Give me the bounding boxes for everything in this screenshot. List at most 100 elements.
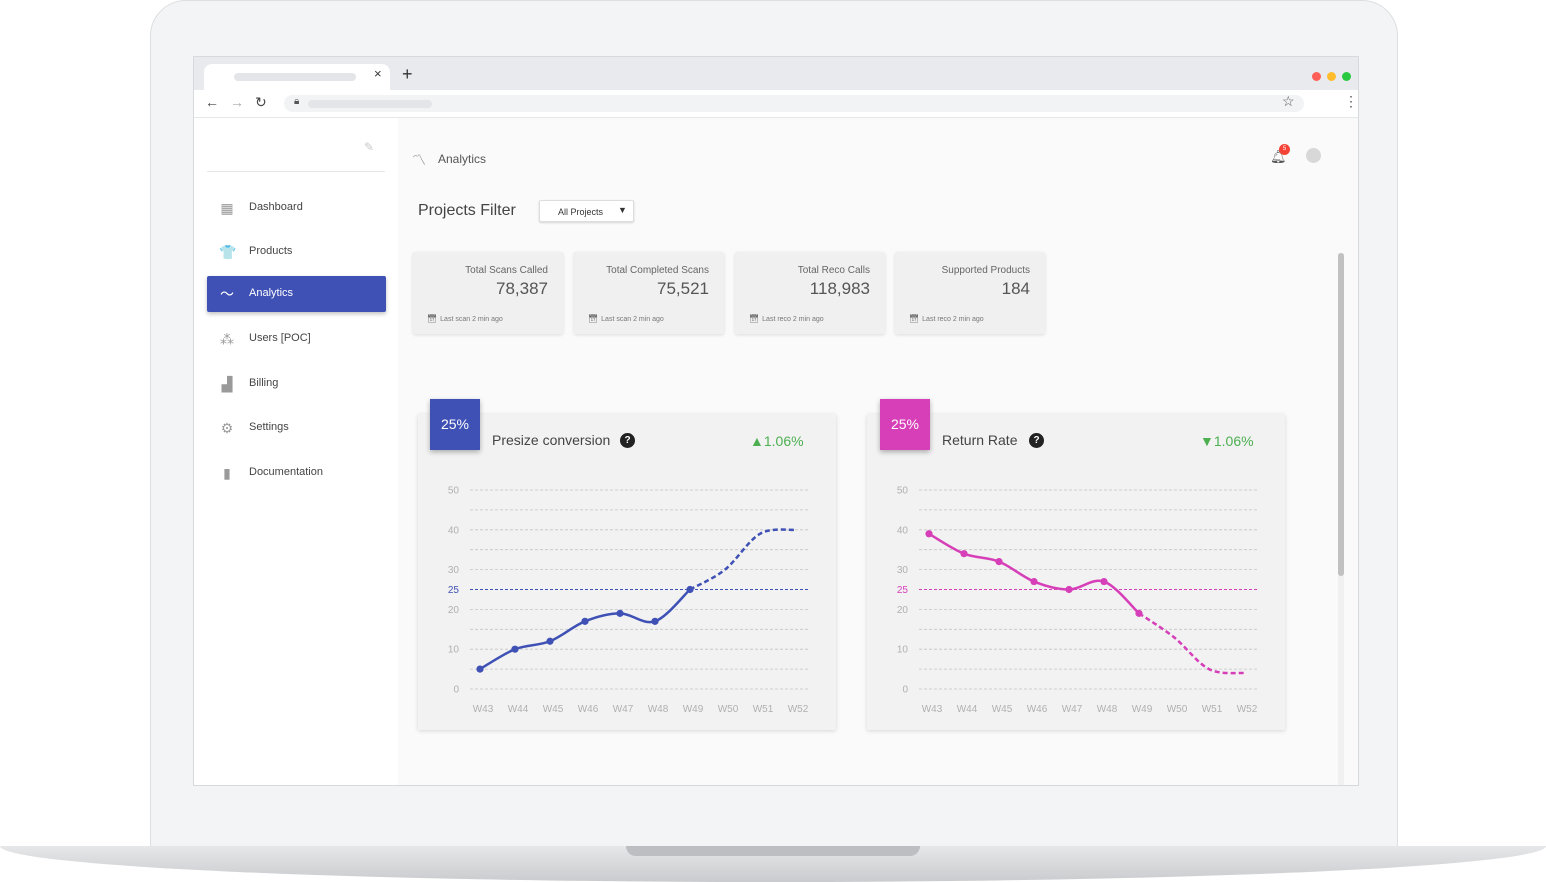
y-tick-label: 0 — [453, 685, 459, 696]
data-point[interactable] — [1065, 585, 1073, 594]
sidebar-item-label: Analytics — [249, 287, 294, 299]
x-tick-label: W48 — [1097, 704, 1118, 715]
data-point[interactable] — [1100, 577, 1108, 586]
data-point[interactable] — [1030, 577, 1038, 586]
forward-icon[interactable]: → — [230, 94, 244, 110]
calendar-icon: 📅︎ — [427, 314, 438, 323]
stat-title: Total Completed Scans — [606, 265, 709, 276]
bookmark-star-icon[interactable]: ☆ — [1282, 93, 1295, 109]
x-tick-label: W44 — [508, 704, 529, 715]
x-tick-label: W47 — [1062, 704, 1083, 715]
stat-value: 75,521 — [657, 279, 709, 298]
lock-icon: 🔒︎ — [294, 96, 300, 107]
trending-icon: 〽︎ — [412, 152, 426, 168]
x-tick-label: W49 — [1132, 704, 1153, 715]
sidebar-item-dashboard[interactable]: ▦ Dashboard — [207, 190, 386, 226]
sidebar-item-users-poc[interactable]: ⁂ Users [POC] — [207, 321, 386, 357]
x-tick-label: W46 — [1027, 704, 1048, 715]
url-placeholder — [308, 100, 432, 108]
new-tab-button[interactable]: + — [402, 64, 413, 84]
pencil-icon[interactable]: ✎ — [364, 140, 375, 154]
browser-tab[interactable]: × — [204, 64, 390, 90]
projects-filter-value: All Projects — [558, 207, 604, 217]
address-bar-row: ← → ↻ 🔒︎ ☆ ⋮ — [194, 90, 1358, 118]
sidebar-item-settings[interactable]: ⚙ Settings — [207, 410, 386, 446]
tab-title-placeholder — [234, 73, 356, 81]
stat-footer-text: Last reco 2 min ago — [762, 316, 824, 323]
y-tick-label: 50 — [448, 486, 460, 497]
stat-title: Total Reco Calls — [797, 265, 870, 276]
y-tick-label: 10 — [897, 645, 909, 656]
window-minimize-dot[interactable] — [1327, 72, 1336, 81]
sidebar-item-products[interactable]: 👕 Products — [207, 234, 386, 270]
sidebar-item-label: Settings — [249, 421, 289, 433]
window-maximize-dot[interactable] — [1342, 72, 1351, 81]
gear-icon: ⚙ — [220, 420, 234, 436]
x-tick-label: W51 — [1202, 704, 1223, 715]
stat-footer-text: Last scan 2 min ago — [601, 316, 664, 323]
chart-delta: ▼1.06% — [1200, 433, 1254, 449]
x-tick-label: W44 — [957, 704, 978, 715]
stat-card: Total Reco Calls 118,983 📅︎ Last reco 2 min… — [735, 252, 885, 334]
data-point[interactable] — [616, 609, 624, 617]
y-tick-label: 40 — [897, 525, 909, 536]
series-line-actual — [928, 532, 1140, 615]
users-icon: ⁂ — [220, 331, 234, 347]
data-point[interactable] — [546, 637, 554, 645]
x-tick-label: W50 — [718, 704, 739, 715]
stat-footer: 📅︎ Last scan 2 min ago — [588, 314, 664, 323]
data-point[interactable] — [581, 617, 589, 625]
calendar-icon: 📅︎ — [909, 314, 920, 323]
x-tick-label: W43 — [473, 704, 494, 715]
stat-card: Total Completed Scans 75,521 📅︎ Last scan 2… — [574, 252, 724, 334]
sidebar-item-label: Documentation — [249, 466, 323, 478]
data-point[interactable] — [960, 550, 968, 558]
app-root: ✎ ▦ Dashboard 👕 Products 〜 Analytics ⁂ Users [P… — [194, 118, 1358, 785]
calendar-icon: 📅︎ — [588, 314, 599, 323]
y-tick-label: 40 — [448, 525, 460, 536]
sidebar-item-label: Dashboard — [249, 201, 303, 213]
x-tick-label: W45 — [543, 704, 564, 715]
sidebar-item-documentation[interactable]: ▮ Documentation — [207, 455, 386, 491]
url-field[interactable]: 🔒︎ — [284, 95, 1304, 112]
y-tick-label: 30 — [448, 565, 460, 576]
data-point[interactable] — [476, 665, 484, 673]
sidebar-item-label: Billing — [249, 377, 279, 389]
reference-line-label: 25 — [448, 585, 460, 596]
sidebar-item-billing[interactable]: ▟ Billing — [207, 366, 386, 402]
main-content: 〽︎ Analytics 🔔︎ 5 Projects Filter All Pr… — [398, 118, 1358, 785]
scrollbar-thumb[interactable] — [1338, 253, 1344, 576]
sidebar-item-analytics[interactable]: 〜 Analytics — [207, 276, 386, 312]
data-point[interactable] — [651, 617, 659, 625]
x-tick-label: W46 — [578, 704, 599, 715]
series-line-forecast — [689, 528, 796, 591]
stat-value: 118,983 — [809, 279, 870, 298]
y-tick-label: 20 — [448, 605, 460, 616]
reload-icon[interactable]: ↻ — [255, 94, 267, 110]
stat-card: Total Scans Called 78,387 📅︎ Last scan 2 mi… — [413, 252, 563, 334]
close-tab-icon[interactable]: × — [374, 66, 382, 81]
x-tick-label: W52 — [788, 704, 809, 715]
window-close-dot[interactable] — [1312, 72, 1321, 81]
help-icon[interactable]: ? — [1029, 433, 1044, 448]
browser-menu-icon[interactable]: ⋮ — [1344, 93, 1358, 109]
data-point[interactable] — [925, 530, 933, 538]
data-point[interactable] — [995, 558, 1003, 566]
avatar[interactable] — [1306, 148, 1321, 163]
help-icon[interactable]: ? — [620, 433, 635, 448]
y-tick-label: 0 — [902, 685, 908, 696]
sidebar-item-label: Users [POC] — [249, 332, 311, 344]
billing-icon: ▟ — [221, 376, 233, 392]
x-tick-label: W48 — [648, 704, 669, 715]
projects-filter-select[interactable]: All Projects ▼ — [539, 200, 634, 222]
y-tick-label: 20 — [897, 605, 909, 616]
x-tick-label: W49 — [683, 704, 704, 715]
data-point[interactable] — [511, 645, 519, 653]
stat-footer: 📅︎ Last reco 2 min ago — [909, 314, 984, 323]
trending-icon: 〜 — [220, 286, 234, 302]
laptop-notch — [626, 846, 920, 856]
back-icon[interactable]: ← — [205, 94, 219, 110]
stat-title: Supported Products — [941, 265, 1030, 276]
chart-plot: 0 10 20 30 40 50 25 W43 W44 W45 W46 W47 W48 W49 W50 W51… — [448, 486, 809, 716]
stat-value: 184 — [1001, 279, 1030, 298]
